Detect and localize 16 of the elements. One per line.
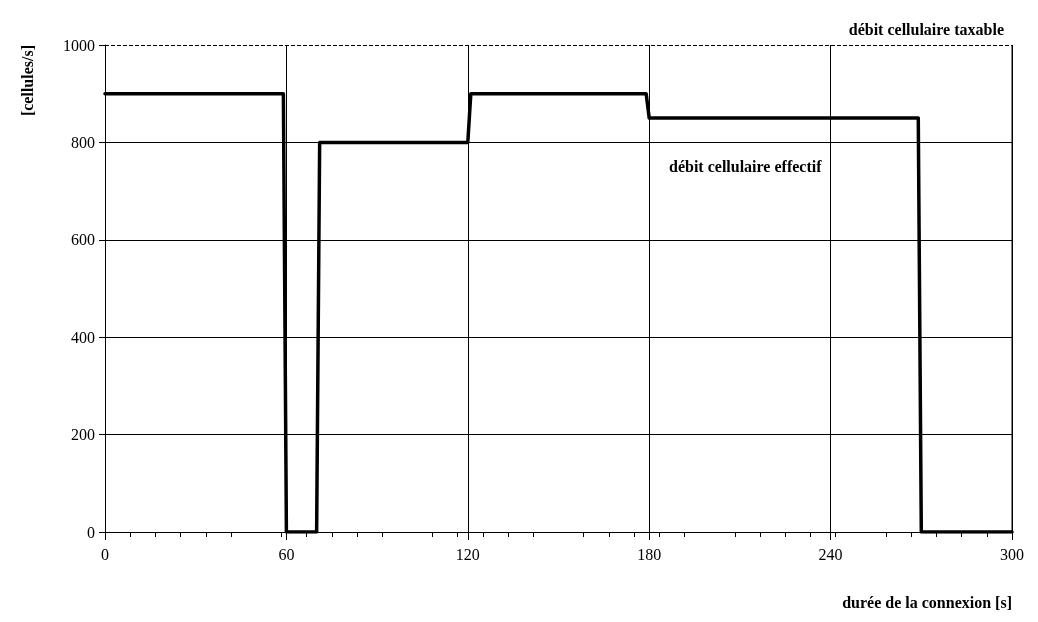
y-tick-label: 800 <box>71 133 95 151</box>
x-tick-label: 180 <box>637 545 662 563</box>
y-tick-label: 1000 <box>63 36 95 54</box>
y-tick-label: 400 <box>71 328 95 346</box>
ref-line-label: débit cellulaire taxable <box>848 20 1004 38</box>
x-axis-title: durée de la connexion [s] <box>842 593 1012 611</box>
x-tick-label: 240 <box>818 545 843 563</box>
y-tick-label: 0 <box>87 523 95 541</box>
annotation: débit cellulaire effectif <box>669 157 823 175</box>
x-tick-label: 60 <box>278 545 295 563</box>
y-tick-label: 200 <box>71 426 95 444</box>
y-tick-label: 600 <box>71 231 95 249</box>
y-axis-title: [cellules/s] <box>18 45 36 117</box>
x-tick-label: 300 <box>1000 545 1024 563</box>
x-tick-label: 0 <box>101 545 109 563</box>
x-tick-label: 120 <box>455 545 480 563</box>
